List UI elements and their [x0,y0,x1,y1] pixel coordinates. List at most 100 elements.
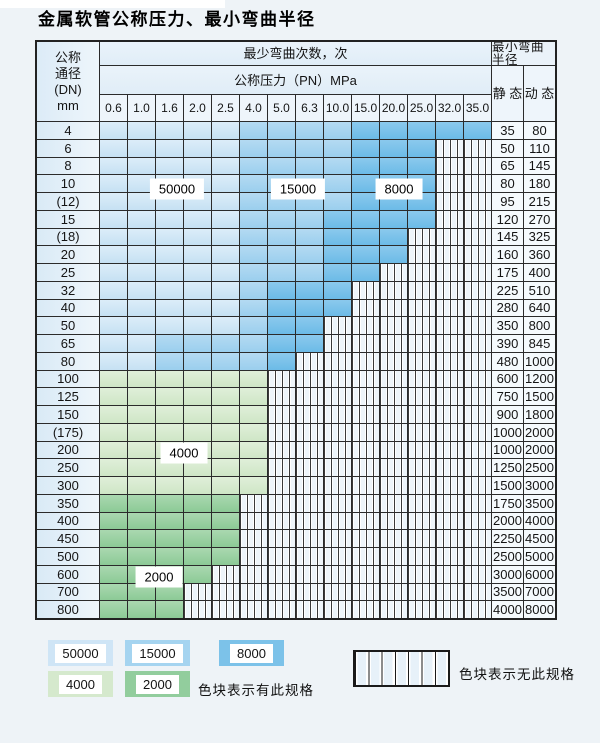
spec-cell-2000 [184,565,211,583]
spec-cell-4000 [128,406,155,423]
spec-cell-4000 [100,406,127,423]
spec-cell-8000 [324,228,351,246]
no-spec-cell [352,494,379,512]
dynamic-radius-cell: 7000 [524,583,555,601]
no-spec-cell [268,459,295,476]
spec-cell-8000 [352,228,379,246]
no-spec-cell [408,406,435,423]
spec-cell-50000 [156,317,183,334]
spec-cell-4000 [212,406,239,423]
cycle-count-label: 2000 [135,566,183,588]
pressure-col-header: 2.5 [212,95,239,121]
no-spec-cell [324,494,351,512]
no-spec-cell [380,601,407,618]
spec-cell-50000 [156,157,183,175]
spec-cell-15000 [268,246,295,263]
no-spec-cell [352,583,379,601]
no-spec-cell [464,512,491,530]
static-radius-cell: 600 [492,370,523,388]
no-spec-cell [296,423,323,441]
no-spec-cell [352,406,379,423]
spec-cell-2000 [156,548,183,565]
dynamic-radius-cell: 800 [524,317,555,334]
no-spec-cell [380,352,407,370]
no-spec-cell [380,459,407,476]
spec-cell-4000 [156,406,183,423]
spec-cell-2000 [156,530,183,547]
spec-cell-4000 [184,406,211,423]
spec-cell-8000 [324,281,351,299]
spec-cell-8000 [408,157,435,175]
spec-cell-15000 [296,228,323,246]
spec-cell-2000 [128,530,155,547]
spec-cell-2000 [128,583,155,601]
no-spec-cell [268,494,295,512]
dynamic-radius-cell: 400 [524,264,555,281]
spec-cell-2000 [100,601,127,618]
spec-cell-8000 [436,122,463,139]
no-spec-cell [240,583,267,601]
spec-cell-4000 [240,370,267,388]
spec-cell-2000 [100,530,127,547]
static-radius-cell: 390 [492,335,523,352]
no-spec-cell [352,352,379,370]
spec-cell-50000 [184,264,211,281]
no-spec-cell [436,281,463,299]
spec-cell-4000 [156,388,183,405]
no-spec-cell [352,281,379,299]
dynamic-radius-cell: 1200 [524,370,555,388]
spec-cell-50000 [184,228,211,246]
spec-cell-15000 [240,210,267,228]
dn-cell: 8 [37,157,99,175]
spec-cell-4000 [212,477,239,494]
pressure-header: 公称压力（PN）MPa [100,66,491,94]
dynamic-radius-cell: 270 [524,210,555,228]
spec-cell-2000 [184,494,211,512]
spec-cell-4000 [100,423,127,441]
spec-cell-4000 [212,388,239,405]
no-spec-cell [324,406,351,423]
no-spec-cell [408,370,435,388]
dynamic-radius-cell: 145 [524,157,555,175]
spec-cell-50000 [100,210,127,228]
spec-cell-2000 [128,494,155,512]
no-spec-cell [380,370,407,388]
spec-cell-50000 [156,122,183,139]
no-spec-cell [436,246,463,263]
dynamic-radius-cell: 510 [524,281,555,299]
no-spec-cell [324,601,351,618]
spec-cell-15000 [240,157,267,175]
legend-swatch-50000: 50000 [48,640,113,666]
static-radius-cell: 1000 [492,441,523,459]
dn-cell: 200 [37,441,99,459]
dn-cell: 6 [37,139,99,157]
static-radius-cell: 2250 [492,530,523,547]
no-spec-cell [240,548,267,565]
dn-header-line: 通径 [54,66,81,81]
spec-cell-50000 [212,264,239,281]
spec-cell-2000 [128,512,155,530]
spec-cell-50000 [212,299,239,317]
spec-cell-15000 [240,317,267,334]
no-spec-cell [436,530,463,547]
spec-cell-50000 [100,246,127,263]
spec-cell-4000 [100,370,127,388]
pressure-col-header: 15.0 [352,95,379,121]
spec-cell-50000 [156,139,183,157]
spec-cell-15000 [240,246,267,263]
legend-swatch-label: 50000 [55,643,106,663]
no-spec-cell [380,406,407,423]
no-spec-cell [464,157,491,175]
spec-cell-15000 [296,246,323,263]
no-spec-cell [408,441,435,459]
no-spec-cell [464,317,491,334]
no-spec-cell [352,459,379,476]
no-spec-cell [408,477,435,494]
no-spec-cell [464,246,491,263]
spec-cell-50000 [100,281,127,299]
spec-cell-8000 [352,139,379,157]
no-spec-cell [352,388,379,405]
spec-cell-2000 [156,583,183,601]
static-radius-cell: 225 [492,281,523,299]
no-spec-cell [268,512,295,530]
